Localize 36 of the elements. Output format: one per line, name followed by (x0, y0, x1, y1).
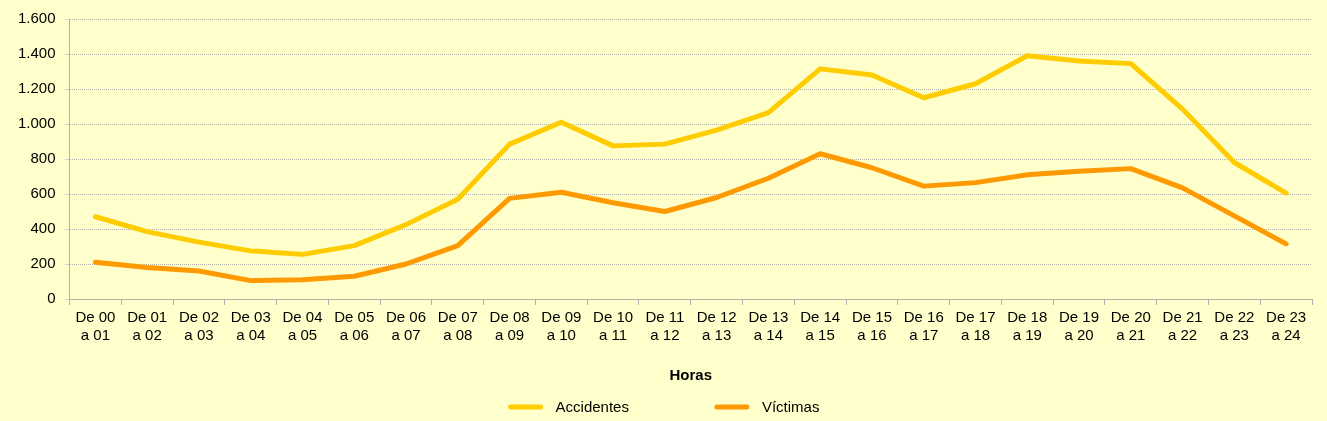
y-tick-label: 1.600 (17, 9, 56, 27)
x-tick-label: De 08 a 09 (489, 308, 530, 344)
x-tick-label: De 10 a 11 (593, 308, 634, 344)
y-tick-label: 400 (30, 219, 56, 237)
x-tick-label: De 20 a 21 (1110, 308, 1151, 344)
x-tick-label: De 06 a 07 (386, 308, 427, 344)
x-tick-label: De 16 a 17 (903, 308, 944, 344)
x-tick-label: De 04 a 05 (282, 308, 323, 344)
y-tick-label: 200 (30, 254, 56, 272)
x-tick-label: De 00 a 01 (75, 308, 116, 344)
x-axis-title: Horas (669, 366, 713, 384)
x-tick-label: De 13 a 14 (748, 308, 789, 344)
x-tick-label: De 07 a 08 (437, 308, 478, 344)
x-tick-label: De 05 a 06 (334, 308, 375, 344)
x-tick-label: De 12 a 13 (696, 308, 737, 344)
legend-label: Víctimas (761, 398, 820, 416)
x-tick-label: De 01 a 02 (127, 308, 168, 344)
x-tick-label: De 15 a 16 (851, 308, 892, 344)
x-tick-label: De 14 a 15 (800, 308, 841, 344)
y-tick-label: 1.200 (17, 79, 56, 97)
y-tick-label: 1.000 (17, 114, 56, 132)
y-tick-label: 800 (30, 149, 56, 167)
y-tick-label: 600 (30, 184, 56, 202)
x-tick-label: De 19 a 20 (1059, 308, 1100, 344)
y-tick-label: 1.400 (17, 44, 56, 62)
x-tick-label: De 21 a 22 (1162, 308, 1203, 344)
x-tick-label: De 22 a 23 (1214, 308, 1255, 344)
y-tick-label: 0 (47, 289, 56, 307)
x-tick-label: De 23 a 24 (1266, 308, 1307, 344)
legend-label: Accidentes (555, 398, 629, 416)
x-tick-label: De 18 a 19 (1007, 308, 1048, 344)
x-tick-label: De 02 a 03 (178, 308, 219, 344)
x-tick-label: De 03 a 04 (230, 308, 271, 344)
x-tick-label: De 17 a 18 (955, 308, 996, 344)
x-tick-label: De 09 a 10 (541, 308, 582, 344)
x-tick-label: De 11 a 12 (645, 308, 685, 344)
